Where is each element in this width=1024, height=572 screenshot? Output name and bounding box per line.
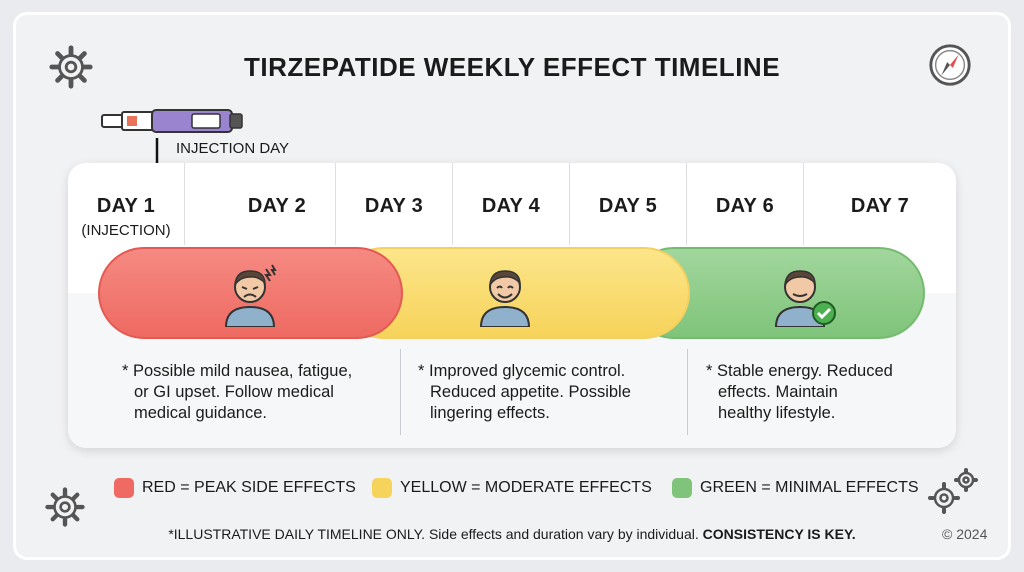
gears-icon — [928, 468, 978, 514]
desc-line: healthy lifestyle. — [718, 404, 836, 422]
distressed-face-icon — [224, 264, 277, 327]
desc-line: Reduced appetite. Possible — [430, 383, 631, 401]
day-label: DAY 4 — [481, 195, 541, 217]
footnote-emphasis: CONSISTENCY IS KEY. — [702, 526, 856, 542]
day-2-column: DAY 2 — [219, 163, 336, 245]
desc-line: * Improved glycemic control. — [418, 362, 626, 380]
compass-icon — [929, 44, 971, 86]
copyright: © 2024 — [942, 526, 988, 542]
day-1-column: DAY 1 (INJECTION) — [68, 163, 185, 245]
day-label: DAY 6 — [715, 195, 775, 217]
day-sublabel: (INJECTION) — [81, 222, 171, 239]
minimal-phase-description: * Stable energy. Reduced effects. Mainta… — [706, 361, 893, 424]
gear-icon — [45, 487, 85, 527]
day-6-column: DAY 6 — [687, 163, 804, 245]
page-title: TIRZEPATIDE WEEKLY EFFECT TIMELINE — [243, 52, 781, 82]
day-4-column: DAY 4 — [453, 163, 570, 245]
desc-line: lingering effects. — [430, 404, 550, 422]
desc-line: * Stable energy. Reduced — [706, 362, 893, 380]
injection-pen-icon — [101, 109, 243, 133]
legend-red: RED = PEAK SIDE EFFECTS — [114, 478, 356, 498]
peak-phase-description: * Possible mild nausea, fatigue, or GI u… — [122, 361, 352, 424]
day-label: DAY 2 — [247, 195, 307, 217]
desc-line: medical guidance. — [134, 404, 267, 422]
footnote-text: *ILLUSTRATIVE DAILY TIMELINE ONLY. Side … — [168, 526, 703, 542]
legend-swatch-green — [672, 478, 692, 498]
smiling-face-icon — [479, 270, 531, 327]
gear-icon — [49, 45, 93, 89]
day-5-column: DAY 5 — [570, 163, 687, 245]
desc-line: effects. Maintain — [718, 383, 838, 401]
desc-line: or GI upset. Follow medical — [134, 383, 334, 401]
divider — [400, 349, 401, 435]
day-label: DAY 1 — [96, 195, 156, 217]
desc-line: * Possible mild nausea, fatigue, — [122, 362, 353, 380]
day-3-column: DAY 3 — [336, 163, 453, 245]
injection-day-label: INJECTION DAY — [176, 140, 290, 157]
legend-swatch-yellow — [372, 478, 392, 498]
legend-swatch-red — [114, 478, 134, 498]
day-label: DAY 3 — [364, 195, 424, 217]
day-7-column: DAY 7 — [804, 163, 956, 245]
legend-label: GREEN = MINIMAL EFFECTS — [700, 479, 919, 496]
legend-yellow: YELLOW = MODERATE EFFECTS — [372, 478, 652, 498]
moderate-phase-description: * Improved glycemic control. Reduced app… — [418, 361, 631, 424]
legend-green: GREEN = MINIMAL EFFECTS — [672, 478, 919, 498]
footnote: *ILLUSTRATIVE DAILY TIMELINE ONLY. Side … — [0, 526, 1024, 542]
person-check-icon — [774, 270, 836, 327]
legend-label: YELLOW = MODERATE EFFECTS — [400, 479, 652, 496]
divider — [687, 349, 688, 435]
timeline-panel: DAY 1 (INJECTION) DAY 2 DAY 3 DAY 4 DAY 5… — [68, 163, 956, 448]
legend-label: RED = PEAK SIDE EFFECTS — [142, 479, 356, 496]
day-label: DAY 5 — [598, 195, 658, 217]
day-label: DAY 7 — [850, 195, 910, 217]
